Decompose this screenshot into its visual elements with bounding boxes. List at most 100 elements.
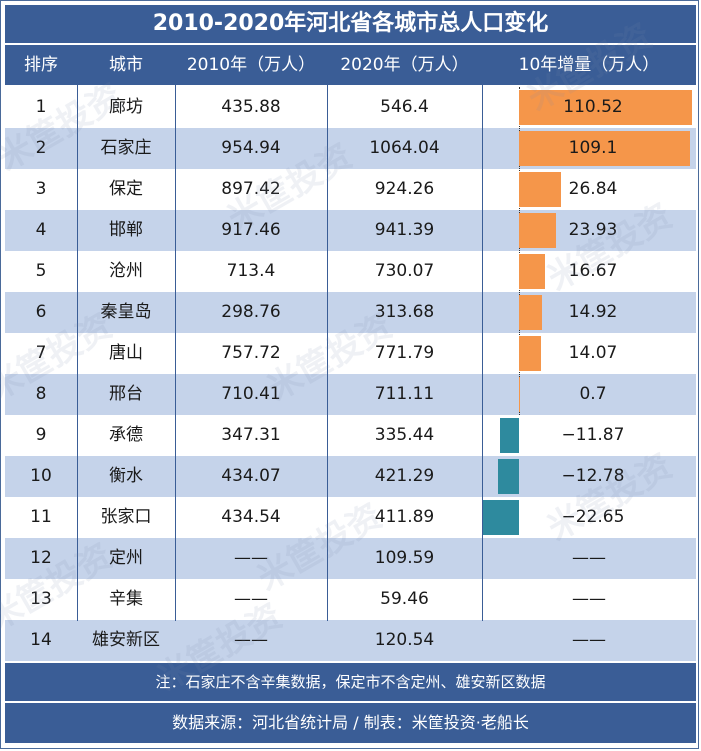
delta-value-label: 23.93	[568, 220, 618, 240]
delta-value-label: 109.1	[568, 138, 618, 158]
delta-value-label: −22.65	[561, 507, 625, 527]
cell-city: 唐山	[109, 343, 143, 363]
cell-2020: 335.44	[374, 425, 435, 445]
cell-city: 承德	[109, 425, 143, 445]
cell-2020: 730.07	[374, 261, 435, 281]
delta-bar	[518, 336, 541, 371]
cell-2020: 120.54	[374, 630, 435, 650]
table-row: 8 邢台 710.41 711.11	[5, 374, 696, 415]
delta-value-label: 110.52	[563, 97, 623, 117]
cell-city: 衡水	[109, 466, 143, 486]
delta-bar	[499, 418, 519, 453]
cell-2010: 435.88	[221, 97, 281, 117]
cell-delta: ——	[572, 548, 606, 568]
delta-bar	[518, 172, 561, 207]
cell-delta: ——	[572, 630, 606, 650]
cell-city: 辛集	[109, 589, 143, 609]
cell-2020: 59.46	[380, 589, 429, 609]
cell-rank: 12	[30, 548, 52, 568]
column-divider	[327, 45, 328, 621]
page-title: 2010-2020年河北省各城市总人口变化	[5, 5, 696, 43]
cell-2010: 917.46	[221, 220, 281, 240]
header-2010: 2010年（万人）	[186, 55, 316, 75]
cell-2010: ——	[234, 630, 268, 650]
cell-2020: 313.68	[374, 302, 435, 322]
source-credit: 数据来源：河北省统计局 / 制表：米筐投资·老船长	[5, 703, 696, 743]
cell-rank: 1	[35, 97, 47, 117]
column-divider	[175, 45, 176, 621]
cell-2010: 757.72	[221, 343, 281, 363]
cell-delta: ——	[572, 589, 606, 609]
column-divider	[482, 45, 483, 621]
cell-2020: 771.79	[374, 343, 435, 363]
cell-2010: ——	[234, 589, 268, 609]
table-row: 4 邯郸 917.46 941.39	[5, 210, 696, 251]
cell-rank: 7	[35, 343, 47, 363]
cell-rank: 8	[35, 384, 47, 404]
delta-value-label: 16.67	[568, 261, 618, 281]
cell-city: 邯郸	[109, 220, 143, 240]
column-divider	[77, 45, 78, 621]
delta-bar	[498, 459, 519, 494]
cell-2010: 434.54	[221, 507, 281, 527]
cell-2010: 298.76	[221, 302, 281, 322]
table-row: 6 秦皇岛 298.76 313.68	[5, 292, 696, 333]
header-rank: 排序	[24, 55, 58, 75]
cell-2020: 546.4	[380, 97, 429, 117]
cell-2010: 713.4	[226, 261, 276, 281]
table-row: 10 衡水 434.07 421.29	[5, 456, 696, 497]
cell-city: 秦皇岛	[100, 302, 152, 322]
table-row: 11 张家口 434.54 411.89	[5, 497, 696, 538]
cell-2020: 924.26	[374, 179, 435, 199]
cell-2010: 897.42	[221, 179, 281, 199]
header-city: 城市	[109, 55, 143, 75]
cell-city: 保定	[109, 179, 143, 199]
cell-rank: 13	[30, 589, 52, 609]
table-row: 14 雄安新区 —— 120.54 ——	[5, 620, 696, 661]
cell-rank: 3	[35, 179, 47, 199]
cell-rank: 14	[30, 630, 52, 650]
cell-2020: 411.89	[374, 507, 435, 527]
cell-2010: 434.07	[221, 466, 281, 486]
header-delta: 10年增量（万人）	[518, 55, 660, 75]
cell-2020: 109.59	[374, 548, 435, 568]
cell-city: 邢台	[109, 384, 143, 404]
cell-city: 沧州	[109, 261, 143, 281]
cell-city: 定州	[109, 548, 143, 568]
cell-2010: ——	[234, 548, 268, 568]
delta-value-label: 26.84	[568, 179, 618, 199]
cell-2020: 711.11	[374, 384, 435, 404]
table-row: 9 承德 347.31 335.44	[5, 415, 696, 456]
cell-2020: 421.29	[374, 466, 435, 486]
table-header: 排序 城市 2010年（万人） 2020年（万人） 10年增量（万人）	[5, 45, 696, 85]
delta-value-label: 14.07	[568, 343, 618, 363]
cell-rank: 4	[35, 220, 47, 240]
cell-rank: 10	[30, 466, 52, 486]
cell-rank: 9	[35, 425, 47, 445]
cell-rank: 5	[35, 261, 47, 281]
delta-value-label: −12.78	[561, 466, 625, 486]
cell-city: 石家庄	[100, 138, 152, 158]
cell-rank: 2	[35, 138, 47, 158]
delta-value-label: 0.7	[579, 384, 607, 404]
delta-bar	[518, 295, 542, 330]
cell-city: 雄安新区	[92, 630, 160, 650]
cell-2020: 941.39	[374, 220, 435, 240]
table-row: 13 辛集 —— 59.46 ——	[5, 579, 696, 620]
cell-2010: 954.94	[221, 138, 281, 158]
delta-bar	[518, 213, 557, 248]
delta-bar	[518, 131, 690, 166]
cell-city: 张家口	[100, 507, 152, 527]
header-2020: 2020年（万人）	[340, 55, 469, 75]
cell-2010: 347.31	[221, 425, 281, 445]
delta-bar	[518, 377, 520, 412]
delta-bar	[518, 90, 692, 125]
table-row: 7 唐山 757.72 771.79	[5, 333, 696, 374]
cell-2010: 710.41	[221, 384, 281, 404]
delta-value-label: −11.87	[561, 425, 625, 445]
table-row: 12 定州 —— 109.59 ——	[5, 538, 696, 579]
delta-bar	[518, 254, 545, 289]
zero-axis-line	[519, 87, 520, 415]
table-row: 3 保定 897.42 924.26	[5, 169, 696, 210]
